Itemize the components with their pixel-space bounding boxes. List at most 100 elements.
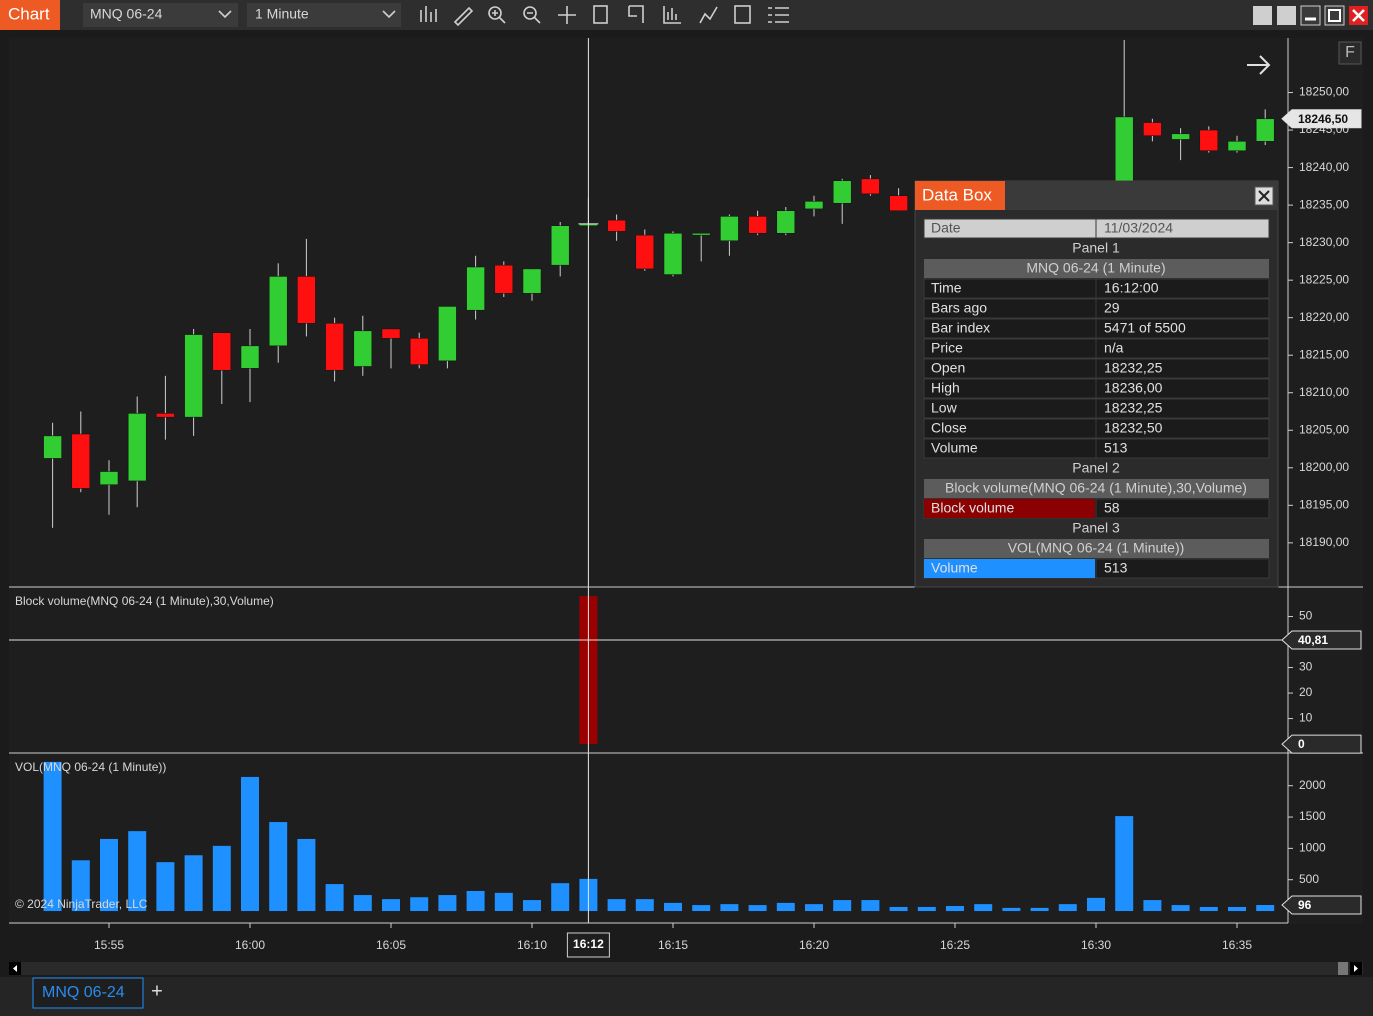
volume-bar <box>466 890 485 912</box>
data-box-label: Low <box>931 400 958 416</box>
data-box-value: 58 <box>1104 500 1120 516</box>
data-box-value: 513 <box>1104 440 1128 456</box>
draw-icon[interactable] <box>453 6 474 27</box>
toolbar-icons <box>420 5 789 27</box>
volume-bar <box>438 895 457 912</box>
zoom-out-icon-part <box>527 12 541 24</box>
y-tick-label: 18205,00 <box>1299 422 1349 436</box>
data-box-value: 18232,25 <box>1104 400 1163 416</box>
volume-bar <box>156 862 175 912</box>
minimize-button[interactable] <box>1300 5 1321 26</box>
crosshair-icon[interactable] <box>558 6 576 24</box>
x-tick-label: 16:25 <box>940 938 970 952</box>
list-icon[interactable] <box>768 7 789 23</box>
crosshair-time-label: 16:12 <box>573 937 604 951</box>
volume-bar <box>805 904 823 912</box>
candle-body <box>1199 129 1219 151</box>
data-box-heading: MNQ 06-24 (1 Minute) <box>1026 260 1165 276</box>
candle-body <box>494 264 514 294</box>
instrument-tab[interactable] <box>32 977 144 1009</box>
x-tick-label: 16:30 <box>1081 938 1111 952</box>
volume-bar <box>100 838 118 912</box>
axis-marker-label: 0 <box>1298 737 1305 751</box>
axis-marker <box>1281 109 1362 129</box>
data-box-label: Bars ago <box>931 300 987 316</box>
chart-label: Chart <box>8 4 50 23</box>
data-box-value: 16:12:00 <box>1104 280 1159 296</box>
volume-bar <box>353 895 372 912</box>
volume-bar <box>607 899 626 912</box>
window-button[interactable] <box>1253 6 1272 25</box>
x-tick-label: 16:10 <box>517 938 547 952</box>
volume-bar <box>410 897 429 912</box>
dropdown-arrow <box>218 10 232 19</box>
properties-icon[interactable] <box>593 5 608 24</box>
volume-bar <box>1228 906 1246 912</box>
candle-body <box>1255 118 1275 142</box>
data-box-label: Time <box>931 280 962 296</box>
instrument-text: MNQ 06-24 <box>90 6 163 22</box>
data-box-label: Bar index <box>931 320 990 336</box>
template-icon[interactable] <box>628 5 644 23</box>
candle-body <box>156 413 175 418</box>
volume-bar <box>974 904 993 912</box>
volume-bar <box>382 899 400 912</box>
y-tick-label: 18195,00 <box>1299 497 1349 511</box>
y-tick-label: 2000 <box>1299 778 1326 792</box>
volume-bar <box>325 884 344 912</box>
candle-body <box>325 323 344 371</box>
x-tick-label: 16:05 <box>376 938 406 952</box>
scroll-end-arrow[interactable] <box>1247 55 1271 75</box>
candle-body <box>127 413 147 482</box>
interval-text: 1 Minute <box>255 6 309 22</box>
bars-icon[interactable] <box>420 6 437 22</box>
volume-bar <box>692 905 711 912</box>
volume-bar <box>861 900 880 912</box>
volume-bar <box>523 900 541 912</box>
scrollbar[interactable] <box>9 962 1363 975</box>
y-tick-label: 1500 <box>1299 809 1326 823</box>
zoom-in-icon[interactable] <box>488 6 502 20</box>
data-box-value: 5471 of 5500 <box>1104 320 1186 336</box>
scroll-thumb[interactable] <box>1338 962 1348 975</box>
y-tick-label: 50 <box>1299 609 1313 623</box>
data-box-close-glyph <box>1258 190 1270 202</box>
data-box-row <box>924 459 1269 478</box>
tab-bar <box>0 977 1373 1016</box>
data-box-value: 513 <box>1104 560 1128 576</box>
add-tab[interactable]: + <box>151 980 163 1002</box>
indicator-icon[interactable] <box>663 6 681 24</box>
crosshair-time-box <box>566 932 610 958</box>
candle-body <box>1227 141 1247 151</box>
axis-marker <box>1281 630 1362 650</box>
chart-tab[interactable] <box>0 0 60 30</box>
candle-body <box>381 328 401 339</box>
candle-body <box>550 225 570 266</box>
y-tick-label: 18210,00 <box>1299 385 1349 399</box>
volume-bar <box>720 904 739 912</box>
candle-body <box>804 201 824 210</box>
zoom-out-icon[interactable] <box>523 6 537 20</box>
candle-body <box>297 276 316 324</box>
strategy-icon[interactable] <box>699 6 718 24</box>
data-box-label: Close <box>931 420 967 436</box>
interval-select[interactable] <box>247 3 401 27</box>
candle-body <box>663 233 683 275</box>
candle-body <box>212 332 232 371</box>
f-button[interactable] <box>1338 41 1362 65</box>
maximize-button[interactable] <box>1324 5 1345 26</box>
overlay: 18250,0018245,0018240,0018235,0018230,00… <box>94 85 1362 958</box>
candle-body <box>1171 133 1190 140</box>
data-box-row <box>924 239 1269 258</box>
instrument-select[interactable] <box>83 3 238 27</box>
calc-icon[interactable] <box>734 5 751 24</box>
data-box-label: Date <box>931 220 961 236</box>
volume-bar <box>551 883 570 912</box>
volume-bar <box>1143 900 1162 912</box>
copyright: © 2024 NinjaTrader, LLC <box>15 897 148 911</box>
x-tick-label: 15:55 <box>94 938 124 952</box>
volume-bar <box>833 900 852 912</box>
data-box-label: Block volume <box>931 500 1014 516</box>
window-button[interactable] <box>1277 6 1296 25</box>
y-tick-label: 18240,00 <box>1299 160 1349 174</box>
